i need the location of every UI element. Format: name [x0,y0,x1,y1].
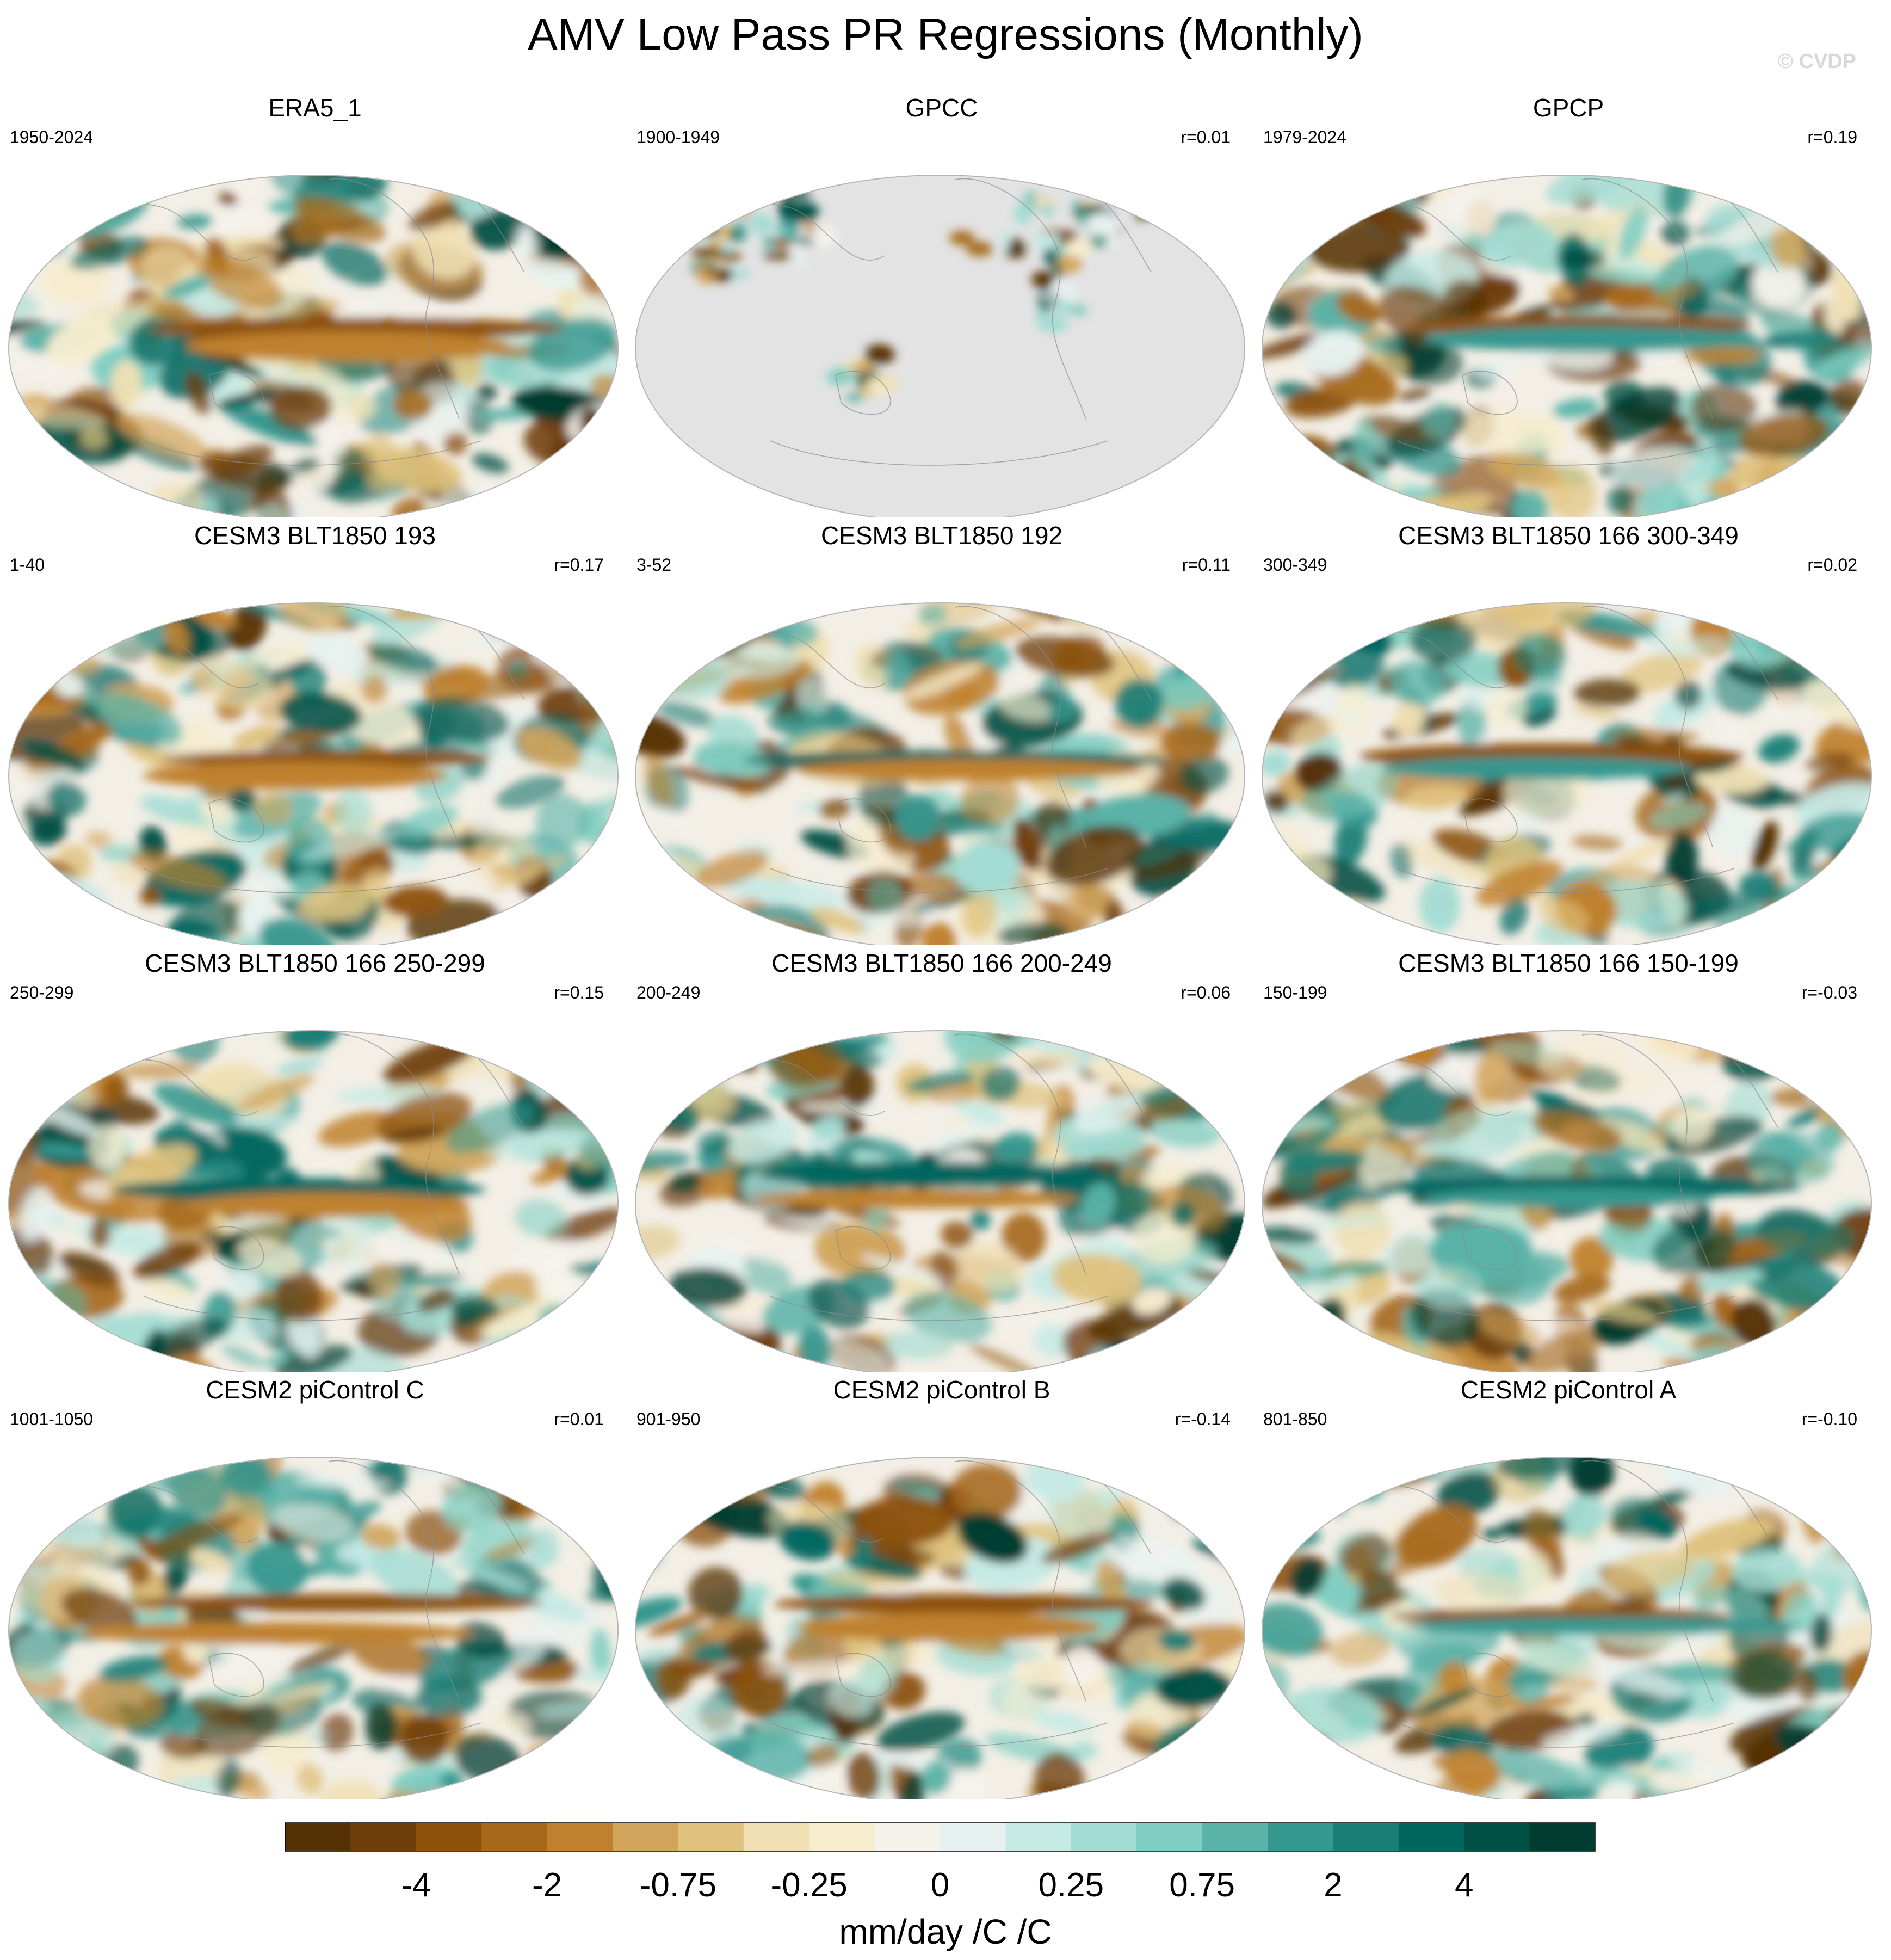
panel-title: CESM3 BLT1850 166 150-199 [1398,949,1739,977]
colorbar-swatch [1464,1823,1530,1851]
map-panel: GPCP 1979-2024 r=0.19 [1256,93,1881,517]
panel-correlation: r=0.02 [1807,555,1857,575]
colorbar-tick-label: 0 [931,1866,949,1904]
colorbar-swatch [350,1823,417,1851]
regression-map [1262,175,1872,517]
colorbar-tick-label: -0.25 [771,1866,848,1904]
panel-title: GPCP [1532,94,1604,122]
panel-correlation: r=-0.03 [1801,983,1857,1002]
colorbar-tick-label: 0.75 [1169,1866,1235,1904]
colorbar-swatch [678,1823,744,1851]
panel-period: 300-349 [1263,555,1327,575]
panel-period: 150-199 [1263,983,1327,1002]
panel-correlation: r=0.15 [554,983,604,1002]
panel-period: 901-950 [636,1409,701,1429]
colorbar-swatch [1268,1823,1333,1851]
panel-correlation: r=0.01 [1181,127,1231,147]
colorbar-tick-label: 0.25 [1038,1866,1104,1904]
panel-correlation: r=0.19 [1807,127,1857,147]
panel-period: 1900-1949 [636,127,720,147]
colorbar-swatch [613,1823,678,1851]
cvdp-credit-watermark: © CVDP [1777,50,1856,73]
map-panel: CESM2 piControl B 901-950 r=-0.14 [629,1375,1255,1799]
panel-correlation: r=0.06 [1181,983,1231,1002]
panel-title: CESM3 BLT1850 166 300-349 [1398,521,1739,550]
panel-correlation: r=0.01 [554,1409,604,1429]
colorbar-swatch [1136,1823,1203,1851]
colorbar-tick-label: -4 [401,1866,431,1904]
panel-period: 1979-2024 [1263,127,1347,147]
panel-period: 1001-1050 [10,1409,94,1429]
colorbar-swatch [1071,1823,1137,1851]
colorbar-swatch [940,1823,1006,1851]
colorbar-units-label: mm/day /C /C [839,1912,1052,1951]
regression-map [8,1457,619,1799]
panel-correlation: r=-0.10 [1801,1409,1857,1429]
map-panel: CESM3 BLT1850 166 150-199 150-199 r=-0.03 [1256,948,1881,1372]
colorbar-swatches [285,1822,1596,1852]
panel-period: 250-299 [10,983,74,1002]
regression-map [8,1030,619,1372]
panel-period: 200-249 [636,983,701,1002]
map-panel: CESM3 BLT1850 166 250-299 250-299 r=0.15 [2,948,628,1372]
regression-map [635,175,1245,517]
regression-map [8,602,619,945]
panel-title: CESM3 BLT1850 193 [194,521,436,550]
map-panel: CESM3 BLT1850 166 200-249 200-249 r=0.06 [629,948,1255,1372]
map-panel: CESM3 BLT1850 192 3-52 r=0.11 [629,520,1255,945]
panel-correlation: r=0.11 [1182,555,1231,575]
panel-title: GPCC [905,94,978,122]
regression-map [635,602,1245,945]
colorbar-swatch [1398,1823,1464,1851]
colorbar-swatch [809,1823,875,1851]
panel-period: 1950-2024 [10,127,94,147]
colorbar-tick-labels: -4 -2 -0.75 -0.25 0 0.25 0.75 2 4 [401,1866,1473,1904]
map-panel: CESM2 piControl A 801-850 r=-0.10 [1256,1375,1881,1799]
colorbar-swatch [481,1823,548,1851]
panel-period: 1-40 [10,555,45,575]
colorbar-swatch [874,1823,941,1851]
regression-map [1262,602,1872,945]
regression-map [1262,1457,1872,1799]
colorbar-tick-label: 2 [1324,1866,1342,1904]
colorbar-tick-label: -2 [532,1866,562,1904]
map-panel: CESM3 BLT1850 166 300-349 300-349 r=0.02 [1256,520,1881,945]
colorbar-swatch [285,1823,351,1851]
colorbar-swatch [743,1823,809,1851]
page-title: AMV Low Pass PR Regressions (Monthly) [528,10,1363,59]
regression-map [1262,1030,1872,1372]
panel-title: CESM3 BLT1850 166 200-249 [771,949,1112,977]
regression-map [635,1457,1245,1799]
colorbar-swatch [1005,1823,1072,1851]
regression-map [635,1030,1245,1372]
colorbar-swatch [1202,1823,1268,1851]
regression-map [8,175,619,517]
colorbar-tick-label: 4 [1455,1866,1473,1904]
colorbar-swatch [1333,1823,1399,1851]
map-panel: ERA5_1 1950-2024 [2,93,628,517]
map-panel: CESM3 BLT1850 193 1-40 r=0.17 [2,520,628,945]
panel-period: 801-850 [1263,1409,1327,1429]
colorbar-swatch [547,1823,613,1851]
panel-title: CESM3 BLT1850 192 [820,521,1063,550]
panel-title: ERA5_1 [268,94,362,122]
panel-correlation: r=0.17 [554,555,604,575]
map-panel: GPCC 1900-1949 r=0.01 [629,93,1255,517]
panel-title: CESM3 BLT1850 166 250-299 [145,949,485,977]
panel-title: CESM2 piControl B [833,1376,1050,1404]
panel-correlation: r=-0.14 [1175,1409,1231,1429]
colorbar-tick-label: -0.75 [640,1866,716,1904]
panel-period: 3-52 [636,555,672,575]
colorbar-swatch [416,1823,482,1851]
colorbar-swatch [1529,1823,1596,1851]
panel-title: CESM2 piControl A [1460,1376,1677,1404]
panel-title: CESM2 piControl C [206,1376,424,1404]
map-panel: CESM2 piControl C 1001-1050 r=0.01 [2,1375,628,1799]
